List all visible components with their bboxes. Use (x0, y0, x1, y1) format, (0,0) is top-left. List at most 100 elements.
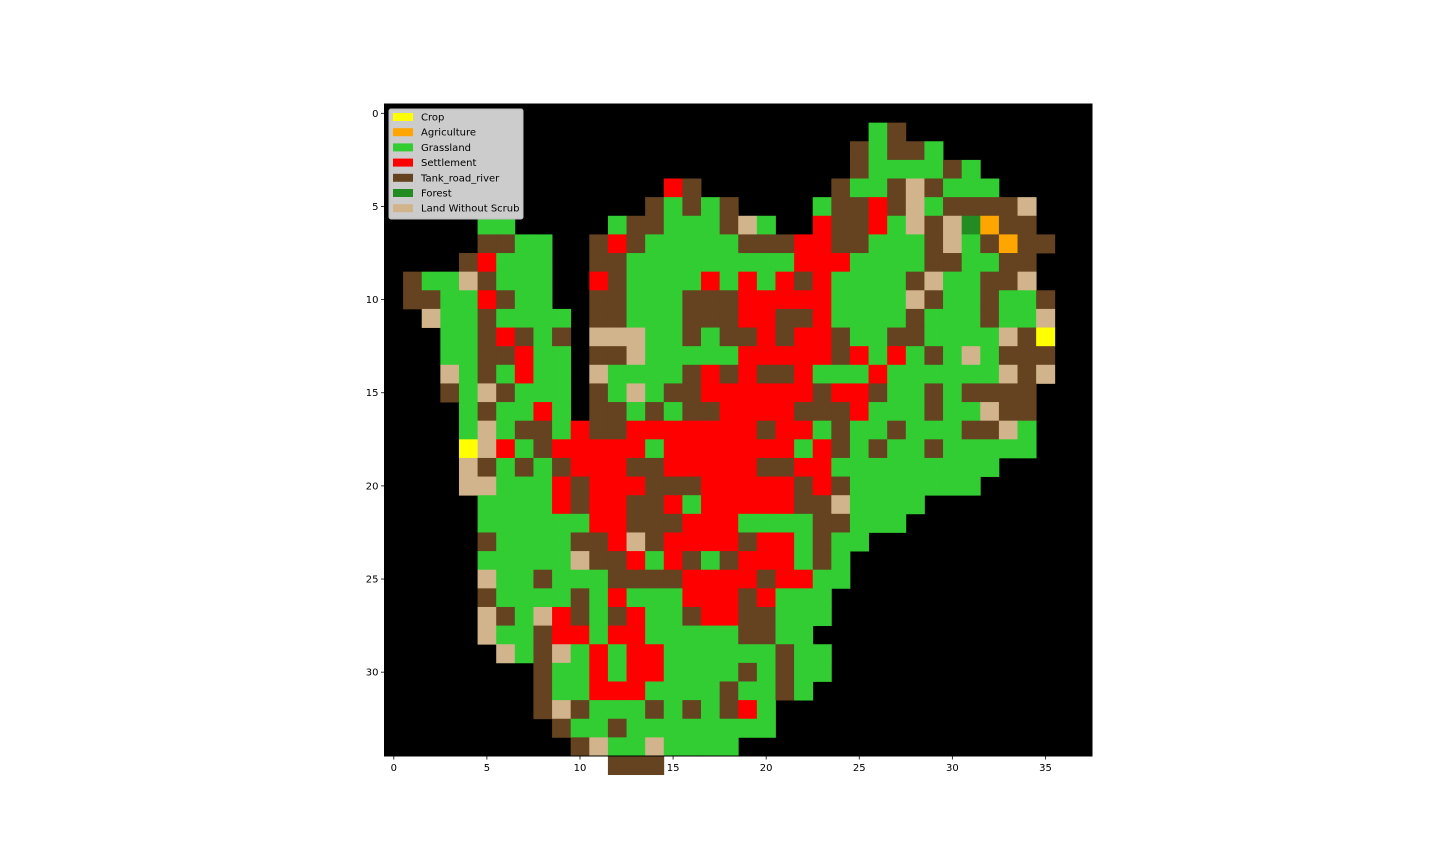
x-tick-label: 25 (853, 763, 866, 774)
cell-grassland (980, 327, 1000, 347)
cell-grassland (961, 327, 981, 347)
cell-grassland (533, 383, 553, 403)
cell-tank-road-river (701, 402, 721, 422)
cell-grassland (440, 271, 460, 291)
cell-land-without-scrub (738, 215, 758, 235)
cell-grassland (626, 718, 646, 738)
y-tick-label: 15 (366, 388, 379, 399)
legend-swatch-agriculture (393, 128, 413, 137)
cell-grassland (682, 681, 702, 701)
cell-tank-road-river (719, 290, 739, 310)
cell-settlement (831, 383, 851, 403)
cell-grassland (663, 253, 683, 273)
cell-grassland (514, 383, 534, 403)
cell-grassland (458, 346, 478, 366)
cell-tank-road-river (663, 383, 683, 403)
cell-grassland (701, 718, 721, 738)
cell-settlement (868, 215, 888, 235)
cell-grassland (552, 402, 572, 422)
cell-grassland (887, 402, 907, 422)
cell-grassland (533, 457, 553, 477)
x-tick-label: 15 (667, 763, 680, 774)
cell-settlement (701, 588, 721, 608)
cell-settlement (719, 439, 739, 459)
cell-grassland (682, 253, 702, 273)
cell-grassland (533, 290, 553, 310)
legend-swatch-land-without-scrub (393, 204, 413, 213)
cell-forest (961, 215, 981, 235)
cell-tank-road-river (887, 327, 907, 347)
cell-tank-road-river (589, 253, 609, 273)
cell-settlement (552, 495, 572, 515)
cell-tank-road-river (477, 346, 497, 366)
cell-grassland (440, 346, 460, 366)
cell-settlement (738, 346, 758, 366)
cell-settlement (626, 551, 646, 571)
cell-settlement (831, 253, 851, 273)
cell-settlement (701, 569, 721, 589)
cell-grassland (831, 308, 851, 328)
chart-axes: 0 5 10 15 20 25 30 35 0 5 10 15 20 25 30 (366, 103, 1093, 776)
legend-label-grassland: Grassland (421, 143, 471, 154)
cell-grassland (849, 532, 869, 552)
cell-grassland (961, 290, 981, 310)
cell-land-without-scrub (831, 495, 851, 515)
cell-settlement (626, 439, 646, 459)
cell-grassland (719, 625, 739, 645)
cell-grassland (514, 569, 534, 589)
cell-tank-road-river (756, 569, 776, 589)
cell-tank-road-river (998, 346, 1018, 366)
cell-grassland (924, 141, 944, 161)
cell-grassland (645, 551, 665, 571)
cell-tank-road-river (626, 215, 646, 235)
legend-label-forest: Forest (421, 189, 452, 200)
cell-grassland (794, 681, 814, 701)
cell-tank-road-river (831, 402, 851, 422)
cell-tank-road-river (607, 271, 627, 291)
cell-settlement (533, 402, 553, 422)
cell-tank-road-river (645, 532, 665, 552)
cell-tank-road-river (589, 383, 609, 403)
cell-settlement (589, 662, 609, 682)
cell-grassland (477, 215, 497, 235)
cell-grassland (552, 551, 572, 571)
cell-tank-road-river (682, 327, 702, 347)
cell-grassland (514, 439, 534, 459)
cell-tank-road-river (775, 327, 795, 347)
cell-tank-road-river (682, 383, 702, 403)
cell-tank-road-river (924, 234, 944, 254)
cell-land-without-scrub (626, 346, 646, 366)
cell-tank-road-river (645, 569, 665, 589)
cell-grassland (458, 308, 478, 328)
cell-grassland (626, 700, 646, 720)
cell-grassland (905, 420, 925, 440)
cell-grassland (682, 495, 702, 515)
cell-grassland (533, 253, 553, 273)
cell-grassland (812, 606, 832, 626)
cell-grassland (961, 234, 981, 254)
cell-grassland (868, 327, 888, 347)
cell-grassland (943, 420, 963, 440)
cell-settlement (756, 476, 776, 496)
cell-tank-road-river (607, 569, 627, 589)
cell-settlement (738, 700, 758, 720)
cell-land-without-scrub (477, 383, 497, 403)
cell-tank-road-river (682, 606, 702, 626)
cell-grassland (719, 644, 739, 664)
cell-grassland (756, 253, 776, 273)
cell-tank-road-river (552, 718, 572, 738)
cell-grassland (496, 402, 516, 422)
cell-tank-road-river (1017, 402, 1037, 422)
cell-grassland (607, 383, 627, 403)
cell-settlement (868, 197, 888, 217)
cell-settlement (682, 439, 702, 459)
cell-settlement (775, 290, 795, 310)
cell-settlement (738, 420, 758, 440)
cell-grassland (701, 700, 721, 720)
cell-tank-road-river (589, 290, 609, 310)
cell-settlement (607, 234, 627, 254)
cell-grassland (943, 346, 963, 366)
cell-grassland (682, 718, 702, 738)
cell-settlement (626, 644, 646, 664)
x-tick-label: 30 (946, 763, 959, 774)
